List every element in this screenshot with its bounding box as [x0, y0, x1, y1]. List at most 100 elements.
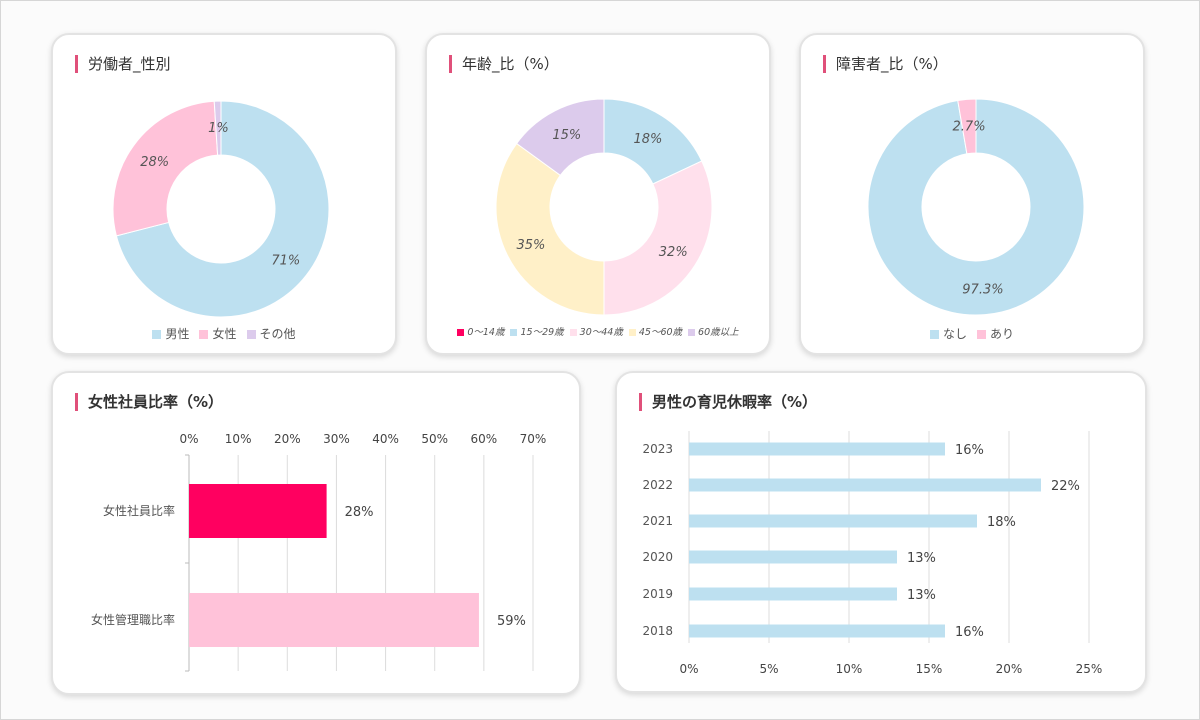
paternity-category-label-4: 2019	[642, 587, 673, 601]
gender-slice-1	[112, 100, 219, 237]
age-chart-title: 年齢_比（%）	[449, 55, 559, 73]
gender-legend-label-2: その他	[259, 327, 296, 341]
gender-data-label-0: 71%	[271, 253, 300, 268]
age-donut-chart: 0%18%32%35%15%	[495, 98, 713, 316]
female-ratio-tick-label-1: 10%	[225, 432, 252, 446]
paternity-tick-label-0: 0%	[679, 662, 698, 676]
paternity-tick-label-5: 25%	[1076, 662, 1103, 676]
age-legend-label-4: 60歳以上	[698, 327, 739, 338]
paternity-category-label-1: 2022	[642, 478, 673, 492]
age-legend-item-4: 60歳以上	[688, 324, 739, 338]
female-ratio-tick-label-2: 20%	[274, 432, 301, 446]
female-ratio-bar-0	[189, 484, 327, 538]
paternity-bar-0	[689, 442, 945, 456]
age-legend-item-2: 30～44歳	[569, 324, 623, 338]
female-ratio-tick-label-6: 60%	[471, 432, 498, 446]
female-ratio-category-label-1: 女性管理職比率	[91, 612, 175, 627]
disability-chart-title: 障害者_比（%）	[823, 55, 948, 73]
female-ratio-category-label-0: 女性社員比率	[103, 503, 175, 518]
age-legend-label-2: 30～44歳	[579, 327, 623, 338]
paternity-bar-2	[689, 514, 977, 528]
paternity-data-label-4: 13%	[907, 588, 936, 603]
gender-legend-swatch-0	[152, 330, 162, 339]
disability-chart-card: 障害者_比（%） 97.3% 2.7% なし あり	[799, 33, 1145, 355]
age-slice-3	[495, 142, 605, 316]
age-legend-item-0: 0～14歳	[457, 324, 504, 338]
gender-legend: 男性 女性 その他	[53, 325, 395, 342]
gender-chart-title: 労働者_性別	[75, 55, 171, 73]
female-ratio-card: 女性社員比率（%） 0% 10% 20% 30% 40% 50% 60% 70% 女性社員比率 2…	[51, 371, 581, 695]
age-data-label-3: 35%	[516, 238, 545, 253]
age-legend-swatch-2	[569, 329, 577, 336]
age-legend-swatch-3	[628, 329, 636, 336]
gender-legend-label-1: 女性	[212, 327, 237, 341]
age-legend-label-3: 45～60歳	[638, 327, 683, 338]
gender-slice-2	[213, 100, 222, 156]
age-legend: 0～14歳 15～29歳 30～44歳 45～60歳 60歳以上	[427, 324, 769, 338]
age-legend-item-3: 45～60歳	[628, 324, 683, 338]
female-ratio-tick-label-7: 70%	[520, 432, 547, 446]
age-data-label-2: 32%	[659, 245, 688, 260]
disability-slice-1	[957, 98, 977, 155]
paternity-category-label-0: 2023	[642, 442, 673, 456]
paternity-bar-3	[689, 550, 897, 564]
female-ratio-tick-label-0: 0%	[179, 432, 198, 446]
paternity-bar-1	[689, 478, 1041, 492]
age-data-label-1: 18%	[633, 132, 662, 147]
age-legend-item-1: 15～29歳	[510, 324, 564, 338]
disability-donut-chart: 97.3% 2.7%	[867, 98, 1085, 316]
paternity-data-label-3: 13%	[907, 551, 936, 566]
paternity-leave-bar-chart: 0% 5% 10% 15% 20% 25% 2023 16% 2022 22% 2021 18% 202…	[642, 431, 1103, 676]
disability-legend: なし あり	[801, 325, 1143, 342]
gender-legend-label-0: 男性	[165, 327, 190, 341]
paternity-bar-5	[689, 624, 945, 638]
age-legend-swatch-0	[457, 329, 465, 336]
female-ratio-data-label-0: 28%	[345, 505, 374, 520]
disability-legend-label-1: あり	[990, 327, 1015, 341]
paternity-category-label-3: 2020	[642, 550, 673, 564]
age-slice-2	[603, 160, 713, 316]
paternity-data-label-2: 18%	[987, 515, 1016, 530]
paternity-leave-title: 男性の育児休暇率（%）	[639, 393, 817, 411]
disability-legend-swatch-0	[929, 330, 939, 339]
gender-data-label-1: 28%	[140, 155, 169, 170]
gender-legend-swatch-1	[199, 330, 209, 339]
disability-legend-swatch-1	[977, 330, 986, 339]
age-legend-swatch-1	[510, 329, 518, 336]
paternity-data-label-1: 22%	[1051, 479, 1080, 494]
disability-slice-0	[867, 98, 1085, 316]
age-legend-swatch-4	[688, 329, 696, 336]
female-ratio-tick-label-3: 30%	[323, 432, 350, 446]
disability-legend-label-0: なし	[942, 327, 967, 341]
female-ratio-bar-1	[189, 593, 479, 647]
paternity-category-label-5: 2018	[642, 624, 673, 638]
female-ratio-data-label-1: 59%	[497, 614, 526, 629]
gender-slice-0	[115, 100, 330, 318]
disability-data-label-0: 97.3%	[962, 283, 1003, 298]
gender-chart-card: 労働者_性別 71% 28% 1% 男性 女性 その他	[51, 33, 397, 355]
gender-data-label-2: 1%	[208, 121, 229, 136]
paternity-leave-card: 男性の育児休暇率（%） 0% 5% 10% 15% 20% 25% 2023 16% 2022 2…	[615, 371, 1147, 693]
age-chart-card: 年齢_比（%） 0%18%32%35%15% 0～14歳15～29歳30～44歳…	[425, 33, 771, 355]
disability-data-label-1: 2.7%	[953, 119, 986, 134]
age-slice-4	[515, 98, 605, 176]
paternity-tick-label-1: 5%	[759, 662, 778, 676]
paternity-tick-label-2: 10%	[836, 662, 863, 676]
gender-legend-item-1: 女性	[199, 325, 237, 342]
female-ratio-title: 女性社員比率（%）	[75, 393, 223, 411]
age-legend-label-1: 15～29歳	[520, 327, 564, 338]
paternity-data-label-0: 16%	[955, 443, 984, 458]
paternity-tick-label-4: 20%	[996, 662, 1023, 676]
female-ratio-bar-chart: 0% 10% 20% 30% 40% 50% 60% 70% 女性社員比率 28% 女性管理職比率 5…	[91, 432, 547, 672]
gender-legend-swatch-2	[246, 330, 256, 339]
disability-legend-item-1: あり	[977, 325, 1014, 342]
gender-legend-item-0: 男性	[152, 325, 189, 342]
disability-legend-item-0: なし	[929, 325, 967, 342]
paternity-bar-4	[689, 587, 897, 601]
female-ratio-tick-label-5: 50%	[421, 432, 448, 446]
paternity-tick-label-3: 15%	[916, 662, 943, 676]
paternity-data-label-5: 16%	[955, 625, 984, 640]
female-ratio-tick-label-4: 40%	[372, 432, 399, 446]
age-slice-1	[603, 98, 703, 185]
